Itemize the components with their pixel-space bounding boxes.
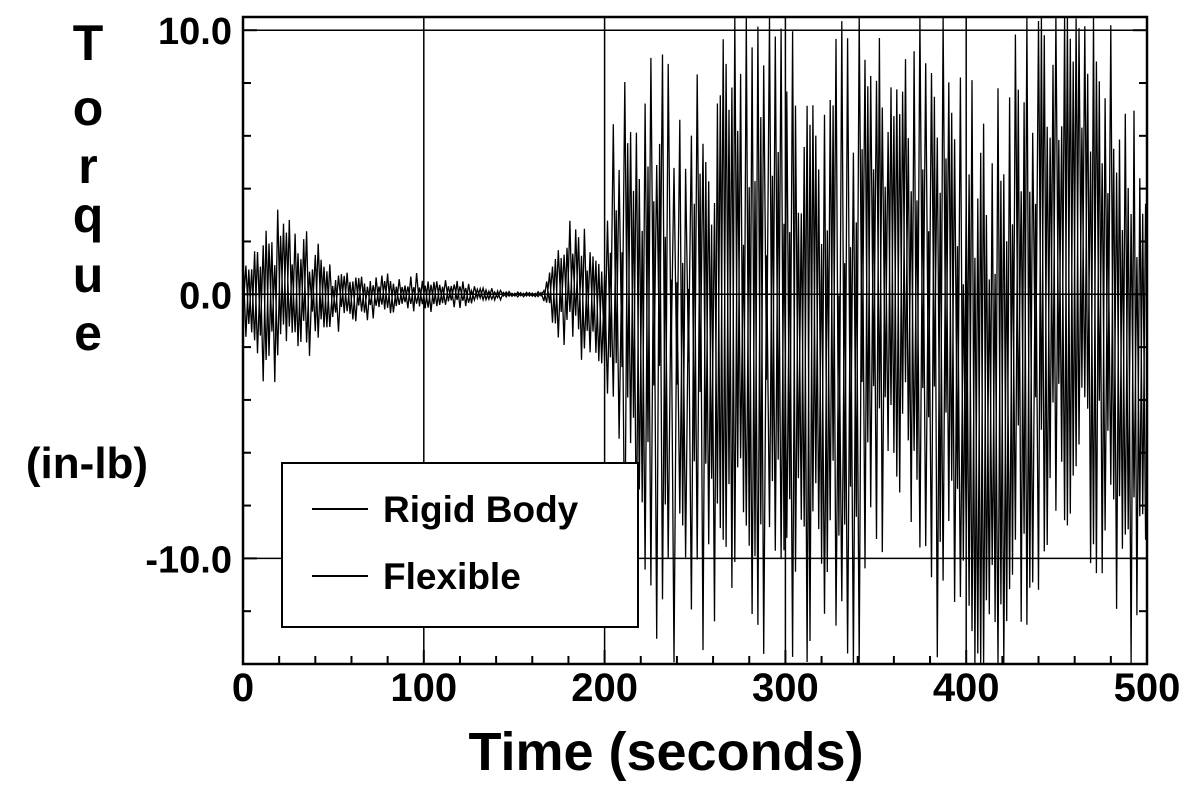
x-axis-title: Time (seconds) bbox=[468, 722, 863, 782]
x-tick-label: 300 bbox=[752, 666, 819, 710]
y-axis-title-letter: r bbox=[78, 138, 97, 194]
y-tick-label: 0.0 bbox=[179, 275, 232, 317]
x-tick-label: 100 bbox=[390, 666, 457, 710]
x-tick-label: 400 bbox=[933, 666, 1000, 710]
series-line-rigid-body bbox=[242, 16, 1147, 665]
data-series bbox=[242, 16, 1147, 665]
x-tick-label: 200 bbox=[571, 666, 638, 710]
x-tick-label: 500 bbox=[1114, 666, 1181, 710]
legend: Rigid Body Flexible bbox=[281, 462, 639, 628]
plot-area-border bbox=[241, 15, 1149, 666]
y-axis-title-letter: T bbox=[73, 15, 104, 71]
legend-label-rigid-body: Rigid Body bbox=[383, 489, 579, 530]
legend-box bbox=[281, 462, 639, 628]
y-tick-label: -10.0 bbox=[145, 539, 232, 581]
y-axis-title-letter: u bbox=[73, 247, 104, 303]
legend-label-flexible: Flexible bbox=[383, 556, 521, 597]
x-tick-label: 0 bbox=[232, 666, 254, 710]
plot-frame bbox=[241, 15, 1149, 666]
axis-ticks: 0 100 200 300 400 500 10.0 0.0 -10.0 bbox=[145, 11, 1180, 710]
y-axis-units-label: (in-lb) bbox=[26, 439, 148, 488]
y-tick-label: 10.0 bbox=[158, 11, 232, 53]
y-axis-title-letter: e bbox=[74, 305, 102, 361]
y-axis-title-letter: o bbox=[73, 80, 104, 136]
y-axis-title-letter: q bbox=[73, 187, 104, 243]
series-line-flexible bbox=[242, 16, 1147, 664]
